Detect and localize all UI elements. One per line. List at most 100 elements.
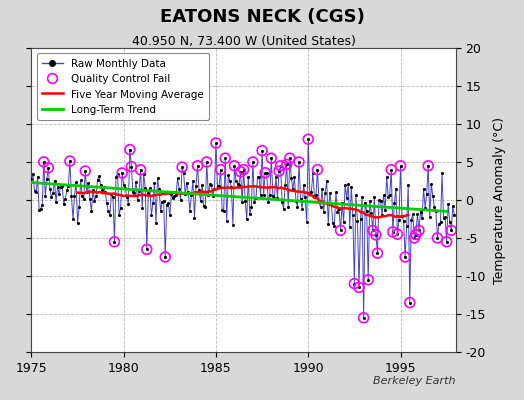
Point	[100, 183, 108, 190]
Point	[150, 180, 159, 186]
Point	[424, 162, 432, 169]
Point	[304, 136, 312, 142]
Point	[281, 182, 289, 188]
Point	[193, 162, 202, 169]
Point	[78, 193, 86, 199]
Point	[252, 195, 260, 202]
Point	[138, 204, 146, 211]
Point	[376, 198, 385, 204]
Point	[86, 196, 94, 202]
Point	[192, 183, 200, 190]
Point	[249, 159, 257, 165]
Point	[185, 207, 194, 214]
Point	[316, 204, 325, 211]
Point	[66, 158, 74, 164]
Point	[335, 206, 343, 212]
Point	[313, 166, 322, 173]
Point	[297, 196, 305, 202]
Point	[264, 198, 272, 205]
Point	[422, 190, 431, 197]
Point	[220, 208, 228, 214]
Point	[412, 231, 420, 238]
Point	[353, 217, 362, 224]
Point	[255, 174, 263, 180]
Point	[279, 206, 288, 212]
Point	[146, 185, 154, 192]
Point	[143, 246, 151, 253]
Point	[236, 168, 245, 175]
Point	[366, 198, 374, 204]
Point	[218, 207, 226, 213]
Point	[38, 202, 47, 208]
Point	[130, 190, 139, 197]
Point	[379, 192, 388, 198]
Point	[155, 186, 163, 192]
Point	[295, 159, 303, 165]
Point	[258, 147, 266, 154]
Point	[32, 189, 40, 196]
Point	[64, 183, 72, 190]
Point	[203, 159, 211, 165]
Point	[286, 155, 294, 161]
Point	[110, 238, 118, 245]
Point	[70, 193, 79, 200]
Point	[90, 198, 99, 204]
Point	[447, 227, 455, 234]
Point	[198, 182, 206, 188]
Point	[384, 194, 392, 200]
Point	[315, 198, 323, 205]
Point	[386, 192, 394, 198]
Point	[447, 227, 455, 234]
Point	[30, 188, 39, 194]
Point	[187, 192, 195, 199]
Point	[272, 174, 280, 180]
Point	[126, 146, 134, 153]
Point	[367, 210, 376, 216]
Point	[355, 284, 363, 290]
Point	[113, 170, 122, 177]
Point	[276, 162, 285, 169]
Point	[149, 200, 157, 206]
Point	[166, 212, 174, 218]
Point	[201, 204, 210, 210]
Point	[118, 170, 126, 176]
Point	[127, 164, 136, 170]
Point	[282, 161, 291, 168]
Point	[119, 182, 128, 188]
Point	[409, 211, 417, 218]
Point	[389, 229, 397, 235]
Point	[415, 227, 423, 234]
Point	[112, 174, 120, 180]
Point	[158, 198, 166, 205]
Point	[401, 254, 409, 260]
Text: EATONS NECK (CGS): EATONS NECK (CGS)	[160, 8, 364, 26]
Point	[42, 176, 51, 183]
Point	[425, 214, 434, 220]
Point	[27, 176, 36, 183]
Point	[372, 232, 380, 238]
Point	[50, 178, 59, 184]
Point	[313, 166, 322, 173]
Point	[375, 197, 383, 204]
Point	[195, 187, 203, 194]
Point	[355, 284, 363, 290]
Point	[293, 203, 302, 210]
Point	[393, 231, 401, 238]
Point	[139, 171, 148, 177]
Point	[58, 183, 67, 189]
Point	[299, 182, 308, 188]
Point	[361, 200, 369, 206]
Point	[421, 205, 429, 211]
Point	[161, 254, 169, 260]
Point	[230, 162, 238, 169]
Point	[395, 216, 403, 223]
Point	[372, 232, 380, 238]
Point	[124, 201, 133, 207]
Point	[284, 204, 292, 210]
Point	[75, 204, 83, 210]
Legend: Raw Monthly Data, Quality Control Fail, Five Year Moving Average, Long-Term Tren: Raw Monthly Data, Quality Control Fail, …	[37, 53, 209, 120]
Point	[336, 227, 345, 234]
Point	[152, 220, 160, 226]
Point	[261, 170, 269, 176]
Point	[445, 219, 454, 225]
